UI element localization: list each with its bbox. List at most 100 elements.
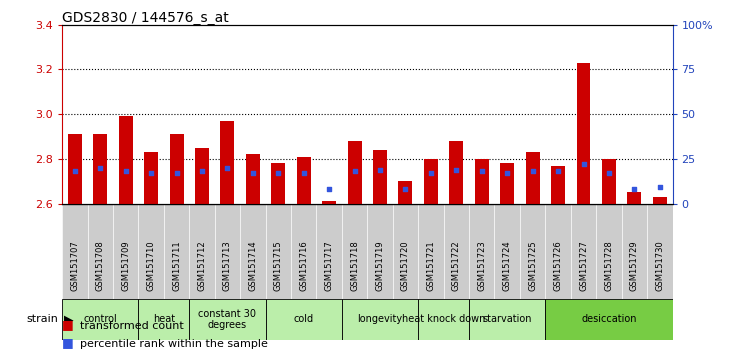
Text: GSM151724: GSM151724	[503, 241, 512, 291]
Bar	[62, 204, 88, 299]
Point	[654, 185, 666, 190]
Point	[94, 165, 106, 171]
Text: starvation: starvation	[482, 314, 532, 325]
Bar	[297, 156, 311, 204]
Point	[374, 167, 386, 172]
Bar	[348, 141, 362, 204]
Text: strain: strain	[26, 314, 58, 325]
Bar	[215, 204, 240, 299]
Bar	[88, 204, 113, 299]
Bar	[596, 204, 621, 299]
Bar	[195, 148, 209, 204]
Bar	[418, 299, 469, 340]
Point	[323, 187, 335, 192]
Bar	[342, 204, 367, 299]
Text: GSM151728: GSM151728	[605, 241, 613, 291]
Point	[69, 169, 80, 174]
Text: heat: heat	[153, 314, 175, 325]
Text: longevity: longevity	[357, 314, 403, 325]
Bar	[469, 299, 545, 340]
Point	[527, 169, 539, 174]
Text: GSM151718: GSM151718	[350, 241, 359, 291]
Text: GSM151714: GSM151714	[249, 241, 257, 291]
Bar	[246, 154, 260, 204]
Bar	[265, 299, 342, 340]
Text: GSM151717: GSM151717	[325, 241, 333, 291]
Text: ▶: ▶	[64, 313, 73, 326]
Bar	[577, 63, 591, 204]
Bar	[545, 204, 571, 299]
Point	[221, 165, 233, 171]
Bar	[393, 204, 418, 299]
Text: constant 30
degrees: constant 30 degrees	[198, 309, 257, 330]
Text: GSM151709: GSM151709	[121, 241, 130, 291]
Point	[145, 170, 157, 176]
Point	[400, 187, 412, 192]
Bar	[164, 204, 189, 299]
Bar	[469, 204, 494, 299]
Bar	[118, 116, 133, 204]
Point	[349, 169, 360, 174]
Point	[425, 170, 436, 176]
Bar	[221, 121, 235, 204]
Text: GSM151721: GSM151721	[426, 241, 436, 291]
Point	[247, 170, 259, 176]
Point	[629, 187, 640, 192]
Bar	[144, 152, 158, 204]
Bar	[418, 204, 444, 299]
Bar	[647, 204, 673, 299]
Text: GSM151725: GSM151725	[528, 241, 537, 291]
Point	[196, 169, 208, 174]
Text: GSM151723: GSM151723	[477, 241, 486, 291]
Bar	[62, 299, 138, 340]
Text: GSM151708: GSM151708	[96, 241, 105, 291]
Bar	[342, 299, 418, 340]
Bar	[317, 204, 342, 299]
Text: GSM151707: GSM151707	[70, 241, 80, 291]
Bar	[367, 204, 393, 299]
Bar	[322, 201, 336, 204]
Text: cold: cold	[294, 314, 314, 325]
Bar	[602, 159, 616, 204]
Point	[120, 169, 132, 174]
Bar	[189, 204, 215, 299]
Bar	[526, 152, 539, 204]
Bar	[545, 299, 673, 340]
Text: GSM151729: GSM151729	[630, 241, 639, 291]
Bar	[373, 150, 387, 204]
Bar	[189, 299, 265, 340]
Text: GSM151715: GSM151715	[274, 241, 283, 291]
Bar	[444, 204, 469, 299]
Bar	[240, 204, 265, 299]
Point	[273, 170, 284, 176]
Bar	[627, 192, 641, 204]
Text: GSM151727: GSM151727	[579, 241, 588, 291]
Bar	[265, 204, 291, 299]
Bar	[291, 204, 317, 299]
Bar	[424, 159, 438, 204]
Bar	[494, 204, 520, 299]
Bar	[170, 134, 183, 204]
Text: control: control	[83, 314, 117, 325]
Bar	[474, 159, 489, 204]
Bar	[68, 134, 82, 204]
Bar	[113, 204, 138, 299]
Bar	[653, 197, 667, 204]
Point	[450, 167, 462, 172]
Point	[501, 170, 513, 176]
Point	[603, 170, 615, 176]
Bar	[271, 163, 285, 204]
Text: GDS2830 / 144576_s_at: GDS2830 / 144576_s_at	[62, 11, 229, 25]
Point	[298, 170, 310, 176]
Bar	[571, 204, 596, 299]
Text: GSM151710: GSM151710	[147, 241, 156, 291]
Text: GSM151726: GSM151726	[553, 241, 563, 291]
Text: GSM151711: GSM151711	[172, 241, 181, 291]
Bar	[621, 204, 647, 299]
Point	[577, 161, 589, 167]
Text: GSM151713: GSM151713	[223, 241, 232, 291]
Bar	[450, 141, 463, 204]
Bar	[551, 166, 565, 204]
Bar	[138, 204, 164, 299]
Text: GSM151719: GSM151719	[376, 241, 385, 291]
